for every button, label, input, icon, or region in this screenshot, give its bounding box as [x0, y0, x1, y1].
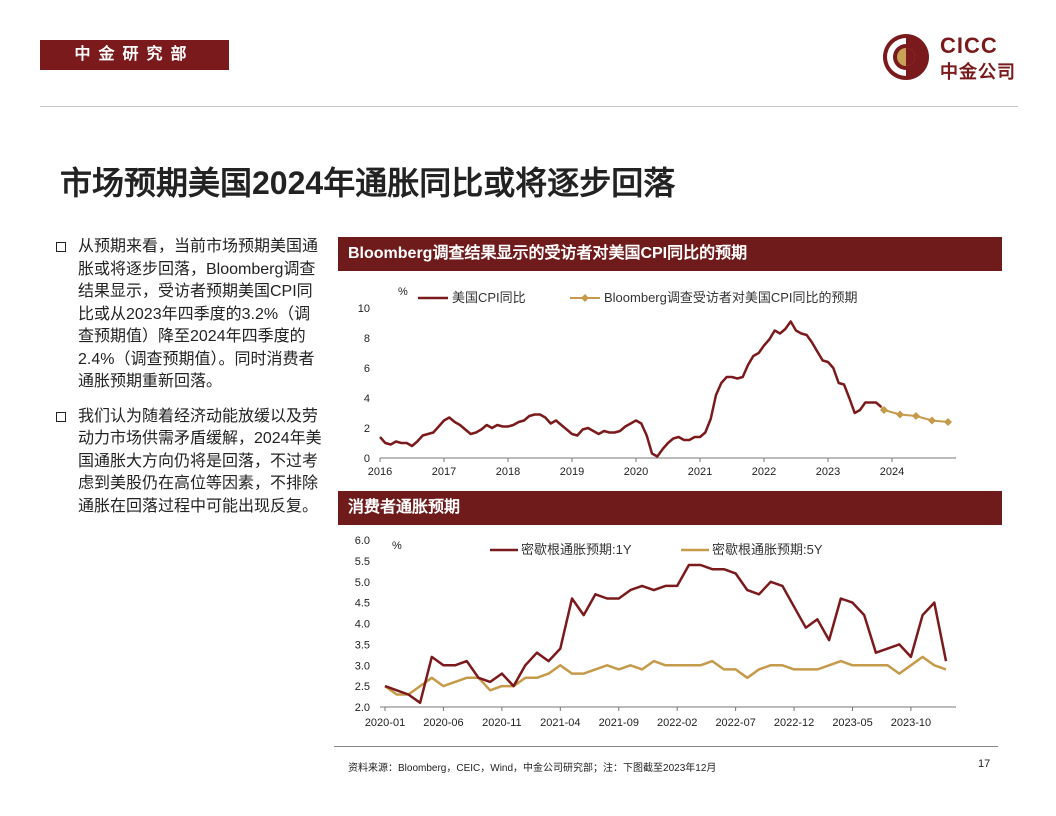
x-tick-label: 2023-05 [832, 717, 872, 729]
legend-label-bloomberg: Bloomberg调查受访者对美国CPI同比的预期 [604, 290, 858, 305]
y-tick-label: 3.5 [355, 639, 370, 651]
y-tick-label: 10 [358, 303, 370, 315]
y-tick-label: 3.0 [355, 660, 370, 672]
y-tick-label: 4 [364, 393, 370, 405]
x-tick-label: 2016 [368, 466, 392, 478]
series-line-us-cpi [379, 320, 883, 458]
y-tick-label: 6.0 [355, 535, 370, 547]
x-tick-label: 2022-02 [657, 717, 697, 729]
page-title: 市场预期美国2024年通胀同比或将逐步回落 [60, 165, 676, 201]
x-tick-label: 2017 [432, 466, 456, 478]
y-tick-label: 4.5 [355, 598, 370, 610]
chart2-consumer-expectations: 2.0 2.5 3.0 3.5 4.0 4.5 5.0 5.5 6.0 2020-01 2020-0… [355, 535, 956, 729]
legend-label-michigan-1y: 密歇根通胀预期:1Y [521, 542, 632, 557]
x-tick-label: 2020-01 [365, 717, 405, 729]
forecast-point-marker [896, 410, 904, 419]
legend-marker-bloomberg [581, 294, 589, 302]
y-tick-label: 5.5 [355, 556, 370, 568]
cicc-logo-mark-icon [883, 34, 929, 80]
x-tick-label: 2021-09 [599, 717, 639, 729]
square-bullet-icon [56, 411, 66, 422]
footer-divider [334, 746, 998, 747]
y-unit-label: % [392, 540, 402, 552]
bullet-item: 我们认为随着经济动能放缓以及劳动力市场供需矛盾缓解，2024年美国通胀大方向仍将… [56, 406, 322, 519]
y-tick-label: 5.0 [355, 577, 370, 589]
x-tick-label: 2021-04 [540, 717, 580, 729]
legend-label-michigan-5y: 密歇根通胀预期:5Y [712, 542, 823, 557]
y-unit-label: % [398, 286, 408, 298]
chart2-title: 消费者通胀预期 [338, 491, 1002, 525]
x-tick-label: 2021 [688, 466, 712, 478]
bullet-item: 从预期来看，当前市场预期美国通胀或将逐步回落，Bloomberg调查结果显示，受… [56, 236, 322, 394]
x-tick-label: 2020-06 [423, 717, 463, 729]
y-tick-label: 2.5 [355, 681, 370, 693]
header-divider [40, 106, 1018, 107]
y-tick-label: 2.0 [355, 702, 370, 714]
x-tick-label: 2022 [752, 466, 776, 478]
x-tick-label: 2022-07 [715, 717, 755, 729]
forecast-point-marker [912, 412, 920, 420]
y-tick-label: 2 [364, 423, 370, 435]
x-tick-label: 2024 [880, 466, 904, 478]
logo-text-cn: 中金公司 [940, 62, 1016, 82]
x-tick-label: 2022-12 [774, 717, 814, 729]
department-badge: 中金研究部 [40, 40, 229, 70]
bullet-text: 我们认为随着经济动能放缓以及劳动力市场供需矛盾缓解，2024年美国通胀大方向仍将… [78, 407, 322, 515]
y-tick-label: 6 [364, 363, 370, 375]
forecast-point-marker [928, 416, 936, 425]
x-tick-label: 2019 [560, 466, 584, 478]
legend-label-us-cpi: 美国CPI同比 [452, 290, 526, 305]
y-tick-label: 8 [364, 333, 370, 345]
page-number: 17 [978, 758, 991, 770]
chart1-cpi-expectations: 0 2 4 6 8 10 2016 2017 2018 2019 2020 2021 2022 2023 2… [358, 286, 956, 478]
source-note: 资料来源：Bloomberg，CEIC，Wind，中金公司研究部；注：下图截至2… [348, 763, 717, 774]
chart1-title: Bloomberg调查结果显示的受访者对美国CPI同比的预期 [338, 237, 1002, 271]
x-tick-label: 2023 [816, 466, 840, 478]
cicc-logo: CICC 中金公司 [882, 31, 1022, 83]
bullet-text: 从预期来看，当前市场预期美国通胀或将逐步回落，Bloomberg调查结果显示，受… [78, 238, 319, 390]
y-tick-label: 4.0 [355, 619, 370, 631]
forecast-point-marker [944, 418, 952, 426]
x-tick-label: 2018 [496, 466, 520, 478]
y-tick-label: 0 [364, 453, 370, 465]
square-bullet-icon [56, 242, 66, 252]
x-tick-label: 2020-11 [482, 717, 522, 729]
x-tick-label: 2020 [624, 466, 648, 478]
x-tick-label: 2023-10 [891, 717, 931, 729]
series-line-michigan-1y [384, 563, 948, 705]
bullet-list: 从预期来看，当前市场预期美国通胀或将逐步回落，Bloomberg调查结果显示，受… [56, 236, 322, 530]
forecast-point-marker [880, 406, 888, 414]
logo-text-en: CICC [940, 33, 998, 58]
